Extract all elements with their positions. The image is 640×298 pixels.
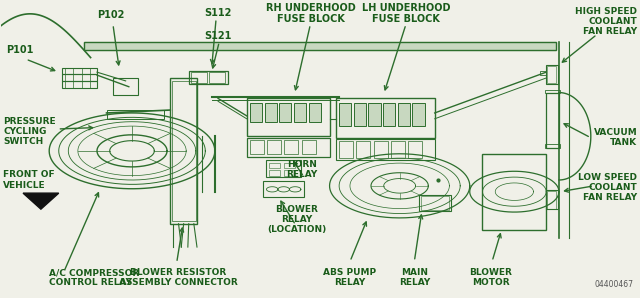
Text: BLOWER RESISTOR
ASSEMBLY CONNECTOR: BLOWER RESISTOR ASSEMBLY CONNECTOR	[119, 268, 238, 287]
Text: RH UNDERHOOD
FUSE BLOCK: RH UNDERHOOD FUSE BLOCK	[266, 3, 355, 24]
Bar	[336, 139, 435, 160]
Bar	[547, 66, 556, 83]
Bar	[369, 103, 381, 126]
Bar	[246, 98, 330, 136]
Bar	[391, 141, 404, 158]
Polygon shape	[23, 193, 59, 209]
Bar	[419, 195, 451, 211]
Bar	[269, 162, 280, 168]
Text: MAIN
RELAY: MAIN RELAY	[399, 268, 430, 287]
Bar	[284, 170, 295, 176]
Bar	[546, 65, 557, 84]
Bar	[113, 78, 138, 95]
Bar	[189, 71, 228, 84]
Text: BLOWER
MOTOR: BLOWER MOTOR	[469, 268, 512, 287]
Bar	[546, 190, 557, 209]
Text: LH UNDERHOOD
FUSE BLOCK: LH UNDERHOOD FUSE BLOCK	[362, 3, 451, 24]
Bar	[383, 103, 395, 126]
Bar	[284, 162, 295, 168]
Bar	[547, 191, 556, 209]
Bar	[267, 140, 281, 154]
Text: 04400467: 04400467	[595, 280, 634, 289]
Bar	[308, 103, 321, 122]
Bar	[266, 160, 301, 177]
Bar	[483, 154, 546, 229]
Text: HIGH SPEED
COOLANT
FAN RELAY: HIGH SPEED COOLANT FAN RELAY	[575, 7, 637, 36]
Text: S121: S121	[204, 31, 232, 41]
Bar	[540, 71, 546, 75]
Text: PRESSURE
CYCLING
SWITCH: PRESSURE CYCLING SWITCH	[3, 117, 56, 146]
Text: ABS PUMP
RELAY: ABS PUMP RELAY	[323, 268, 376, 287]
Bar	[262, 181, 304, 198]
Bar	[269, 170, 280, 176]
Text: P101: P101	[6, 45, 34, 55]
Bar	[279, 103, 291, 122]
Bar	[264, 103, 276, 122]
Bar	[339, 103, 351, 126]
Bar	[250, 140, 264, 154]
Bar	[294, 103, 306, 122]
Bar	[62, 81, 97, 88]
Bar	[284, 140, 298, 154]
Bar	[62, 74, 97, 81]
Text: BLOWER
RELAY
(LOCATION): BLOWER RELAY (LOCATION)	[267, 205, 326, 234]
Bar	[301, 140, 316, 154]
Bar	[546, 93, 559, 148]
Bar	[420, 196, 449, 210]
Text: LOW SPEED
COOLANT
FAN RELAY: LOW SPEED COOLANT FAN RELAY	[579, 173, 637, 202]
Text: HORN
RELAY: HORN RELAY	[287, 160, 318, 179]
Bar	[545, 145, 560, 148]
Bar	[339, 141, 353, 158]
Bar	[84, 41, 556, 50]
Bar	[412, 103, 424, 126]
Bar	[336, 98, 435, 138]
Text: VACUUM
TANK: VACUUM TANK	[593, 128, 637, 147]
Text: P102: P102	[97, 10, 125, 20]
Text: FRONT OF
VEHICLE: FRONT OF VEHICLE	[3, 170, 55, 190]
Bar	[374, 141, 388, 158]
Bar	[250, 103, 262, 122]
Bar	[170, 78, 197, 224]
Bar	[62, 68, 97, 74]
Bar	[106, 110, 164, 119]
Bar	[246, 138, 330, 157]
Bar	[545, 90, 560, 93]
Bar	[172, 81, 196, 221]
Text: A/C COMPRESSOR
CONTROL RELAY: A/C COMPRESSOR CONTROL RELAY	[49, 268, 140, 287]
Bar	[191, 72, 207, 83]
Bar	[397, 103, 410, 126]
Bar	[209, 72, 225, 83]
Text: S112: S112	[204, 8, 232, 18]
Bar	[408, 141, 422, 158]
Bar	[356, 141, 371, 158]
Bar	[354, 103, 366, 126]
